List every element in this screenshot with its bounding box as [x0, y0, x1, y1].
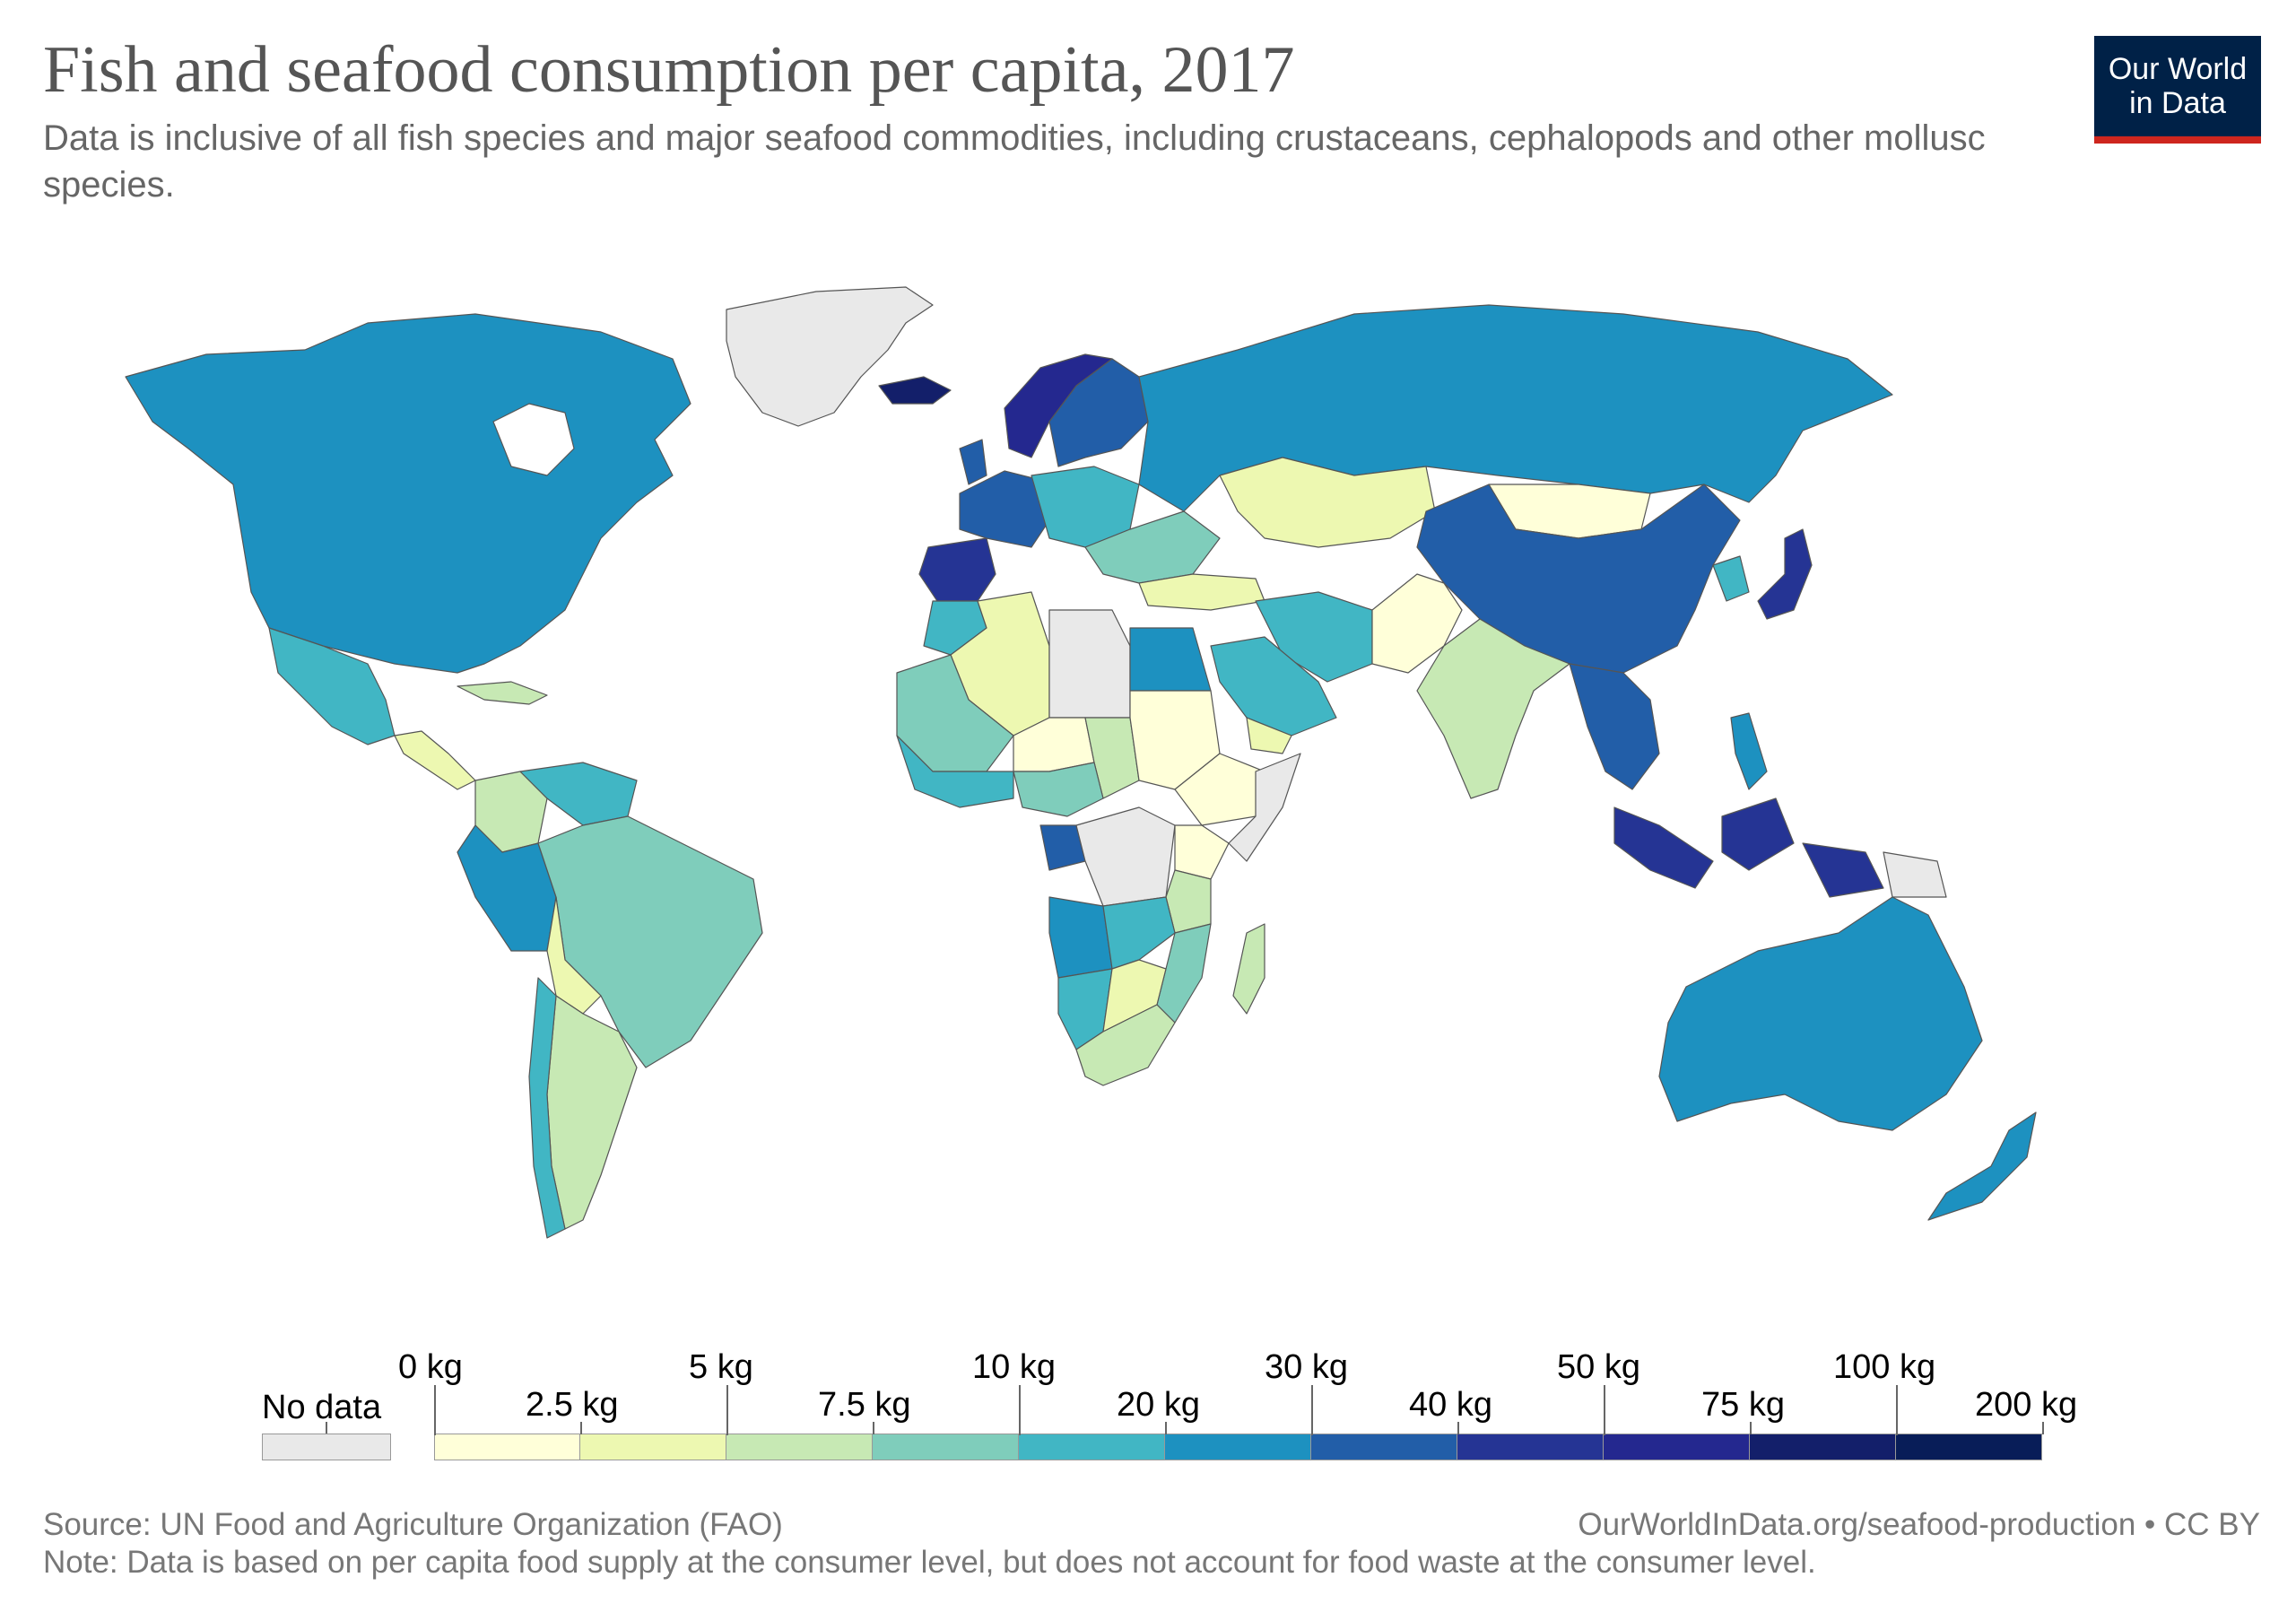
region-eastern-europe[interactable]: [1084, 510, 1221, 584]
legend-tick-line: [726, 1385, 728, 1435]
legend-lower-label: 2.5 kg: [526, 1386, 619, 1424]
legend-lower-label: 20 kg: [1117, 1386, 1200, 1424]
world-map: [125, 286, 2037, 1239]
region-japan[interactable]: [1757, 528, 1813, 620]
legend-tick-line: [1019, 1385, 1021, 1435]
region-iberia[interactable]: [918, 537, 996, 602]
owid-logo[interactable]: Our World in Data: [2094, 36, 2261, 144]
chart-title: Fish and seafood consumption per capita,…: [43, 33, 1295, 107]
logo-line-1: Our World: [2108, 52, 2248, 86]
legend-bin[interactable]: [1311, 1434, 1457, 1460]
region-turkey[interactable]: [1138, 573, 1265, 611]
legend-lower-label: 7.5 kg: [818, 1386, 911, 1424]
region-caribbean[interactable]: [457, 681, 548, 705]
region-mexico[interactable]: [268, 627, 396, 745]
region-chad[interactable]: [1084, 717, 1140, 799]
note-text: Note: Data is based on per capita food s…: [43, 1545, 1816, 1580]
legend-bin[interactable]: [434, 1434, 580, 1460]
legend-upper-label: 0 kg: [398, 1348, 463, 1386]
legend-lower-label: 40 kg: [1409, 1386, 1492, 1424]
region-southeast-asia[interactable]: [1569, 663, 1660, 790]
region-indonesia[interactable]: [1613, 797, 1884, 898]
legend-tick-line: [1311, 1385, 1313, 1435]
region-western-europe[interactable]: [959, 470, 1050, 548]
region-china[interactable]: [1416, 484, 1741, 674]
chart-subtitle: Data is inclusive of all fish species an…: [43, 118, 1986, 205]
legend-lower-label: 200 kg: [1975, 1386, 2078, 1424]
region-greenland[interactable]: [726, 286, 934, 427]
legend-scale: [434, 1434, 2042, 1460]
region-saudi-arabia[interactable]: [1210, 636, 1337, 736]
region-madagascar[interactable]: [1232, 923, 1265, 1015]
legend-upper-label: 50 kg: [1557, 1348, 1640, 1386]
region-iceland[interactable]: [878, 376, 952, 405]
legend-upper-label: 100 kg: [1833, 1348, 1936, 1386]
logo-line-2: in Data: [2129, 86, 2226, 120]
legend-tick-line: [1165, 1422, 1167, 1434]
region-nigeria[interactable]: [1013, 762, 1104, 817]
region-somalia[interactable]: [1228, 753, 1301, 862]
region-egypt[interactable]: [1129, 627, 1212, 692]
legend-tick-line: [434, 1385, 436, 1435]
hudson-bay: [492, 403, 575, 476]
legend-no-data-tick: [326, 1422, 327, 1434]
region-kazakhstan[interactable]: [1219, 457, 1436, 548]
region-korea[interactable]: [1712, 555, 1750, 602]
legend-tick-line: [873, 1422, 874, 1434]
region-west-africa[interactable]: [896, 735, 1014, 808]
region-new-zealand[interactable]: [1927, 1111, 2037, 1221]
region-australia[interactable]: [1658, 896, 1983, 1131]
region-yemen[interactable]: [1246, 717, 1292, 754]
region-pakistan-afghanistan[interactable]: [1371, 573, 1463, 674]
legend-upper-label: 30 kg: [1265, 1348, 1348, 1386]
region-chile[interactable]: [528, 977, 566, 1239]
legend-bin[interactable]: [726, 1434, 873, 1460]
legend-no-data-swatch[interactable]: [262, 1434, 391, 1460]
region-uk[interactable]: [959, 439, 987, 485]
legend-bin[interactable]: [1750, 1434, 1896, 1460]
legend-bin[interactable]: [580, 1434, 726, 1460]
region-south-africa[interactable]: [1075, 1004, 1176, 1086]
legend-tick-line: [580, 1422, 582, 1434]
legend-bin[interactable]: [873, 1434, 1019, 1460]
legend-bin[interactable]: [1165, 1434, 1311, 1460]
legend-upper-label: 10 kg: [972, 1348, 1056, 1386]
legend-lower-label: 75 kg: [1701, 1386, 1785, 1424]
legend-tick-line: [1604, 1385, 1605, 1435]
legend-bin[interactable]: [1604, 1434, 1750, 1460]
source-url-link[interactable]: OurWorldInData.org/seafood-production • …: [1578, 1507, 2260, 1542]
region-png[interactable]: [1883, 851, 1947, 898]
legend-no-data-label: No data: [262, 1389, 382, 1426]
legend-tick-line: [2042, 1422, 2044, 1434]
legend-upper-label: 5 kg: [689, 1348, 753, 1386]
region-libya[interactable]: [1048, 609, 1131, 719]
region-philippines[interactable]: [1730, 712, 1768, 790]
legend-tick-line: [1457, 1422, 1459, 1434]
region-zambia[interactable]: [1102, 896, 1176, 970]
region-central-america[interactable]: [394, 730, 476, 790]
legend-bin[interactable]: [1896, 1434, 2042, 1460]
region-kenya[interactable]: [1174, 824, 1230, 880]
legend-tick-line: [1896, 1385, 1898, 1435]
region-angola[interactable]: [1048, 896, 1113, 979]
source-text: Source: UN Food and Agriculture Organiza…: [43, 1507, 783, 1542]
region-india[interactable]: [1416, 618, 1570, 799]
region-north-america[interactable]: [125, 313, 691, 674]
legend-tick-line: [1750, 1422, 1752, 1434]
legend-bin[interactable]: [1457, 1434, 1604, 1460]
region-dr-congo[interactable]: [1075, 806, 1176, 907]
legend-bin[interactable]: [1019, 1434, 1165, 1460]
